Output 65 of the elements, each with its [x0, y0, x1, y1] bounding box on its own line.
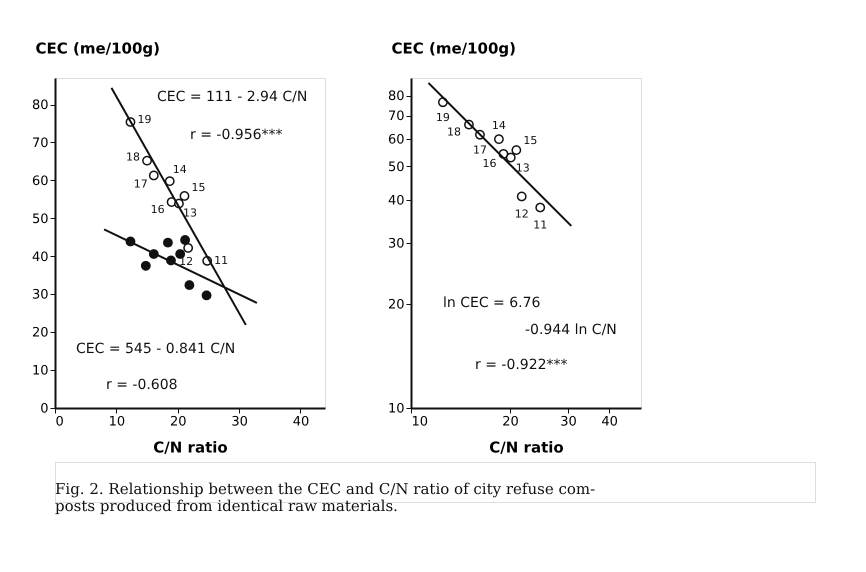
- y-tick-label: 30: [388, 236, 404, 252]
- point: [202, 290, 212, 300]
- annotation: r = -0.608: [106, 377, 178, 393]
- point: [142, 156, 152, 166]
- annotation: 17: [134, 177, 148, 190]
- annotation: 16: [482, 156, 496, 170]
- annotation: 18: [126, 150, 140, 164]
- annotation: 14: [172, 163, 187, 176]
- point: [164, 176, 175, 186]
- y-tick-label: 70: [388, 109, 404, 124]
- annotation: 11: [533, 218, 548, 232]
- point: [148, 170, 159, 180]
- point: [140, 260, 151, 271]
- x-tick-label: 20: [170, 414, 186, 430]
- y-tick-label: 50: [32, 212, 48, 227]
- annotation: r = -0.922***: [475, 357, 568, 373]
- point: [183, 243, 194, 253]
- annotation: r = -0.956***: [190, 127, 283, 143]
- point: [184, 280, 194, 290]
- annotation: 15: [191, 180, 206, 194]
- annotation: -0.944 ln C/N: [525, 322, 617, 338]
- annotation: 17: [472, 144, 487, 157]
- y-axis-title: CEC (me/100g): [392, 40, 516, 58]
- y-tick-label: 10: [32, 364, 48, 379]
- point: [162, 238, 173, 248]
- y-tick-label: 20: [388, 297, 404, 312]
- annotation: CEC = 111 - 2.94 C/N: [157, 89, 308, 105]
- annotation: 19: [137, 113, 152, 126]
- annotation: 13: [516, 162, 530, 175]
- y-tick-label: 60: [32, 174, 48, 189]
- y-tick-label: 20: [32, 326, 48, 341]
- annotation: 12: [514, 207, 529, 220]
- point: [180, 191, 190, 201]
- y-tick-label: 60: [388, 132, 404, 148]
- annotation: 14: [492, 119, 506, 132]
- x-axis-title: C/N ratio: [489, 438, 564, 456]
- annotation: 15: [523, 134, 538, 148]
- y-tick-label: 80: [32, 98, 48, 114]
- annotation: 16: [150, 203, 165, 216]
- annotation: 19: [436, 111, 450, 124]
- point: [180, 235, 190, 245]
- x-tick-label: 0: [56, 414, 64, 430]
- annotation: 18: [446, 126, 461, 139]
- x-tick-label: 10: [108, 414, 126, 430]
- annotation: 13: [182, 206, 197, 220]
- x-tick-label: 40: [292, 414, 310, 430]
- y-tick-label: 0: [40, 402, 48, 416]
- y-tick-label: 10: [388, 402, 404, 416]
- y-tick-label: 30: [32, 288, 48, 303]
- x-tick-label: 20: [502, 414, 519, 430]
- y-axis-title: CEC (me/100g): [36, 40, 160, 58]
- x-tick-label: 30: [231, 414, 248, 430]
- caption: Fig. 2. Relationship between the CEC and C/N ratio of city refuse com- posts produced from identical raw materials.: [55, 480, 596, 515]
- annotation: 11: [214, 254, 228, 267]
- annotation: CEC = 545 - 0.841 C/N: [76, 341, 236, 357]
- annotation: ln CEC = 6.76: [443, 295, 541, 311]
- y-tick-label: 40: [388, 193, 404, 208]
- x-tick-label: 30: [560, 414, 577, 430]
- x-tick-label: 40: [601, 414, 618, 430]
- y-tick-label: 80: [388, 89, 404, 104]
- y-tick-label: 70: [32, 136, 48, 151]
- x-tick-label: 10: [412, 414, 428, 430]
- y-tick-label: 50: [388, 160, 404, 175]
- y-tick-label: 40: [32, 250, 48, 265]
- x-axis-title: C/N ratio: [153, 438, 228, 456]
